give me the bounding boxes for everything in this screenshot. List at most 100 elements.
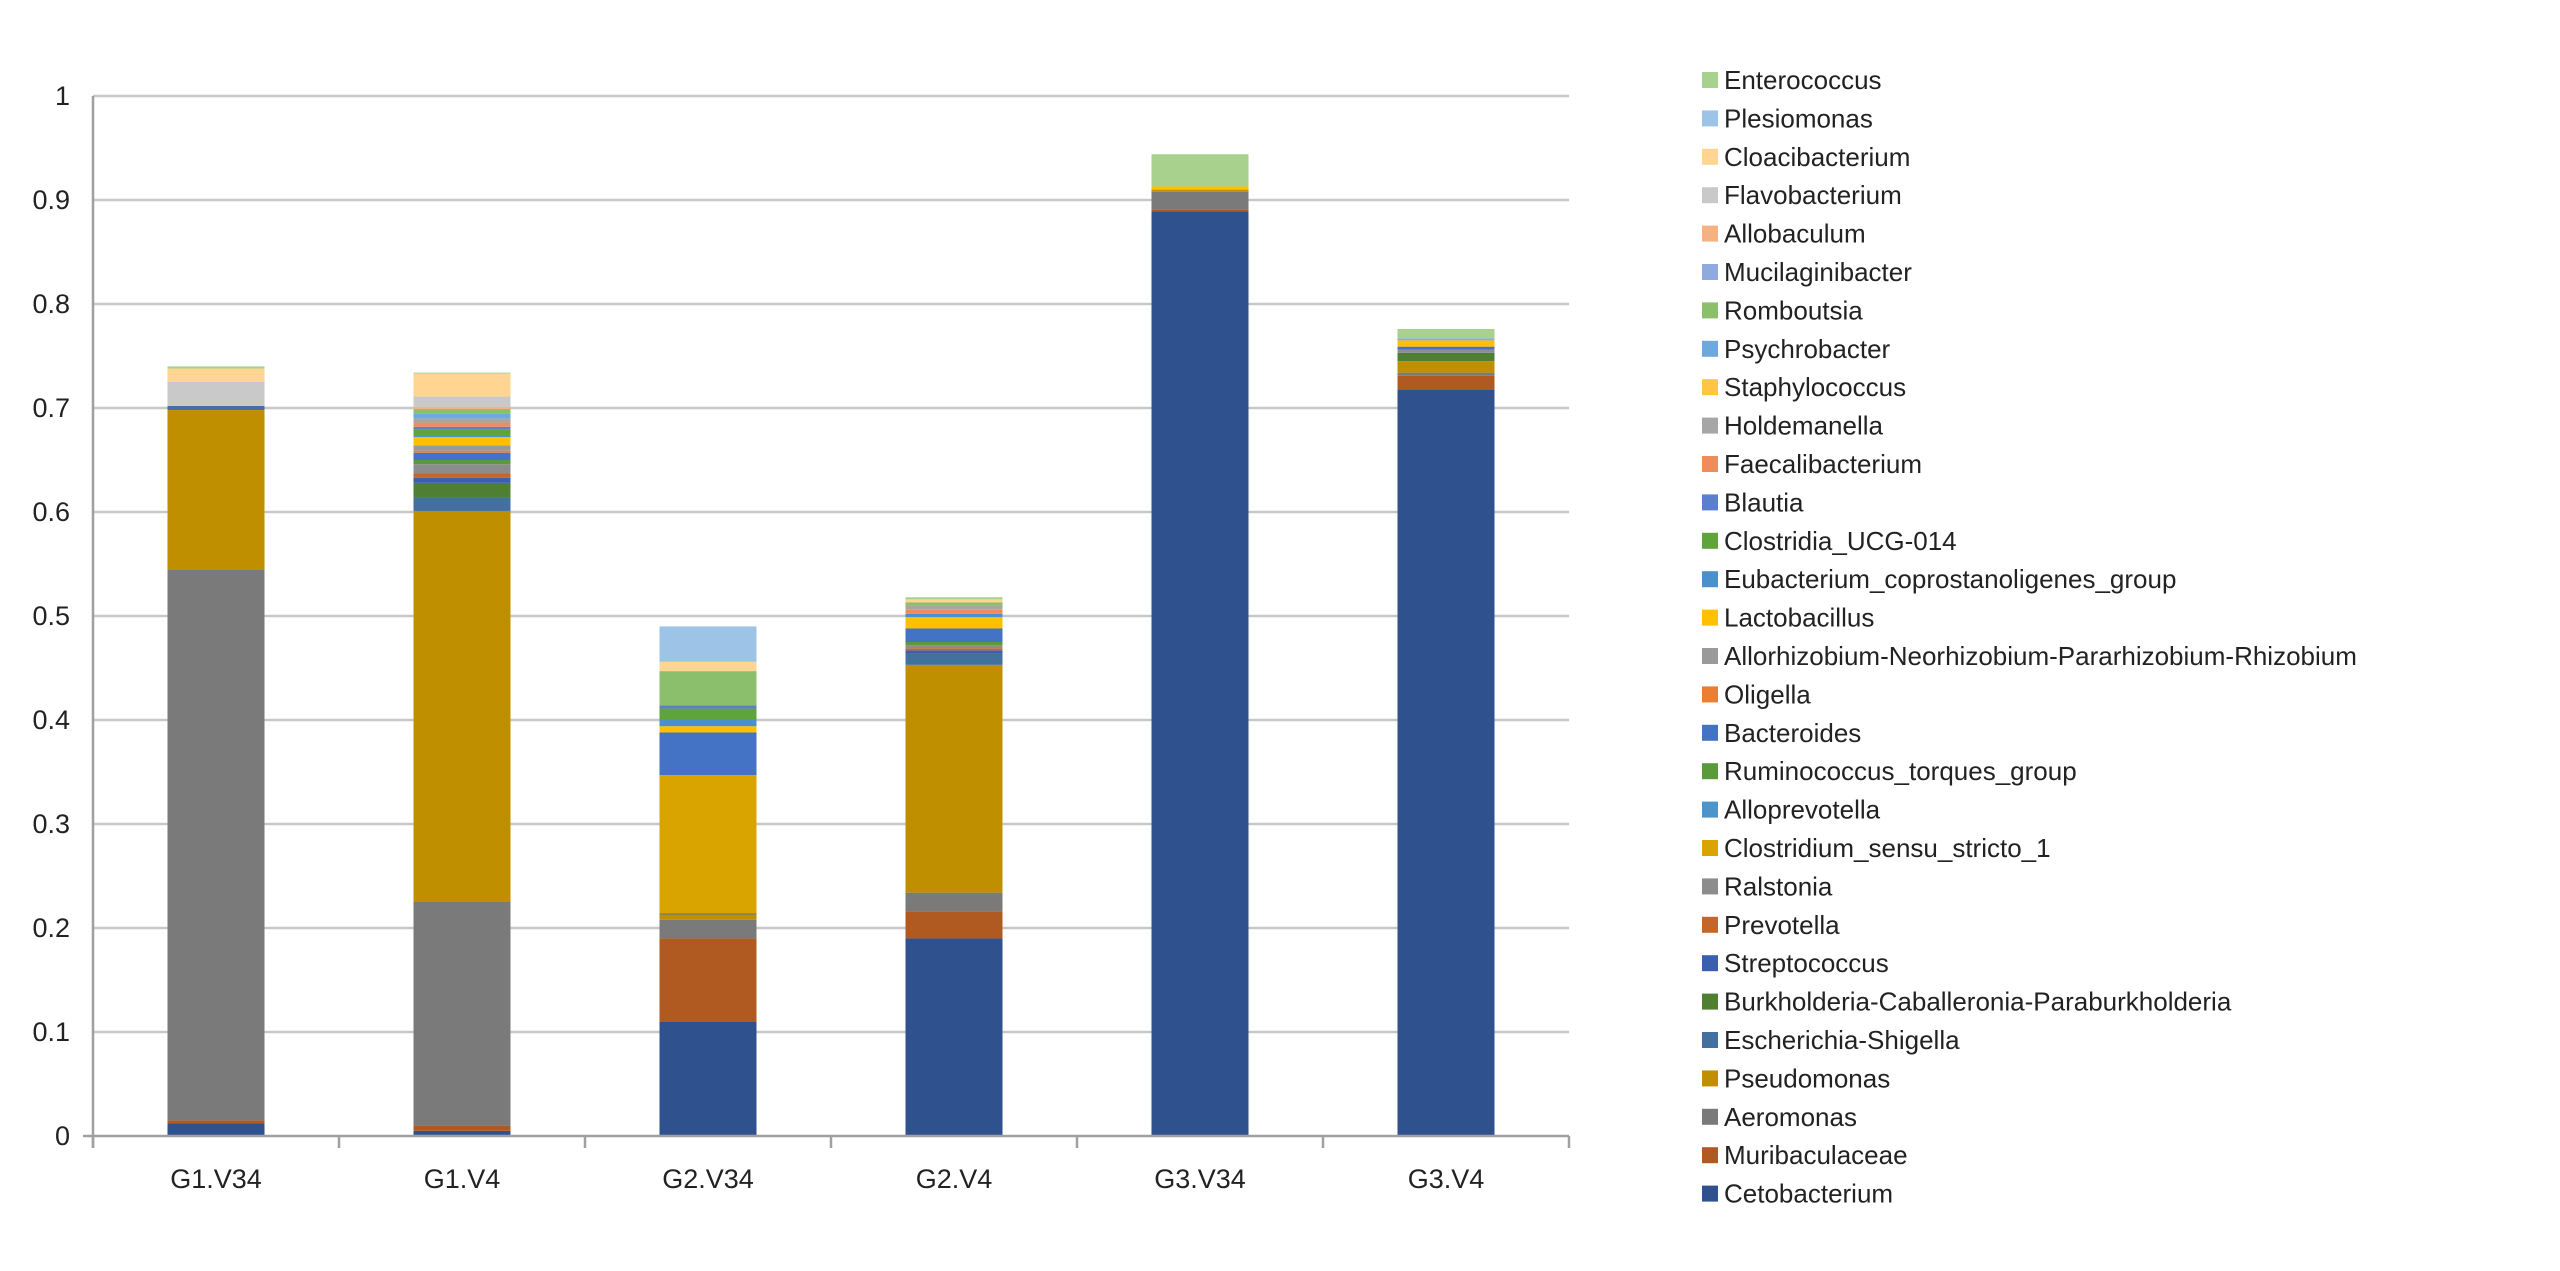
legend-swatch xyxy=(1702,1108,1718,1125)
legend-label: Allorhizobium-Neorhizobium-Pararhizobium… xyxy=(1724,641,2357,671)
bar-segment-muribaculaceae-g3-v4 xyxy=(1397,375,1495,390)
bar-segment-clostridium-sensu-stricto-1-g2-v34 xyxy=(659,775,757,914)
legend-label: Blautia xyxy=(1724,487,1804,517)
legend-swatch xyxy=(1702,840,1718,856)
bar-segment-plesiomonas-g2-v34 xyxy=(659,626,757,662)
legend-label: Bacteroides xyxy=(1724,718,1861,748)
legend-swatch xyxy=(1702,724,1718,741)
legend: Enterococcus Plesiomonas Cloacibacterium Fl… xyxy=(1702,65,2357,1209)
bar-segment-holdemanella-g2-v4 xyxy=(905,605,1003,610)
bar-segment-cloacibacterium-g2-v34 xyxy=(659,661,757,672)
legend-label: Romboutsia xyxy=(1724,295,1863,325)
bar-segment-ralstonia-g3-v4 xyxy=(1397,349,1495,353)
bar-segment-allorhizobium-neorhizobium-pararhizobium-rhizobium-g1-v4 xyxy=(413,445,511,451)
bar-segment-eubacterium-coprostanoligenes-group-g2-v4 xyxy=(905,613,1003,618)
legend-item: Psychrobacter xyxy=(1702,334,1891,364)
legend-item: Pseudomonas xyxy=(1702,1063,1890,1093)
bar-segment-flavobacterium-g1-v4 xyxy=(413,396,511,407)
legend-item: Faecalibacterium xyxy=(1702,449,1922,479)
bar-segment-ralstonia-g1-v4 xyxy=(413,464,511,474)
bar-segment-muribaculaceae-g3-v34 xyxy=(1151,209,1249,212)
bar-segment-romboutsia-g2-v34 xyxy=(659,671,757,706)
legend-swatch xyxy=(1702,532,1718,549)
bar-segment-aeromonas-g3-v34 xyxy=(1151,191,1249,210)
bar-segment-muribaculaceae-g1-v4 xyxy=(413,1125,511,1131)
bar-segment-allobaculum-g1-v4 xyxy=(413,406,511,410)
legend-label: Allobaculum xyxy=(1724,219,1866,249)
legend-item: Mucilaginibacter xyxy=(1702,257,1912,287)
legend-item: Escherichia-Shigella xyxy=(1702,1025,1960,1055)
legend-label: Prevotella xyxy=(1724,910,1840,940)
bar-segment-lactobacillus-g3-v34 xyxy=(1151,186,1249,190)
bar-segment-prevotella-g1-v4 xyxy=(413,473,511,478)
bar-segment-ruminococcus-torques-group-g1-v4 xyxy=(413,460,511,465)
legend-item: Enterococcus xyxy=(1702,65,1882,95)
bar-segment-aeromonas-g3-v4 xyxy=(1397,372,1495,376)
bar-segment-prevotella-g2-v4 xyxy=(905,648,1003,651)
bar-segment-holdemanella-g1-v4 xyxy=(413,418,511,423)
legend-swatch xyxy=(1702,148,1718,165)
bar-segment-escherichia-shigella-g2-v34 xyxy=(659,913,757,915)
bar-segment-pseudomonas-g1-v34 xyxy=(167,410,265,570)
legend-swatch xyxy=(1702,801,1718,818)
legend-label: Faecalibacterium xyxy=(1724,449,1922,479)
y-tick-label: 0.2 xyxy=(32,913,70,943)
bar-segment-escherichia-shigella-g1-v34 xyxy=(167,405,265,411)
bar-segment-pseudomonas-g1-v4 xyxy=(413,510,511,902)
bar-segment-cetobacterium-g2-v4 xyxy=(905,938,1003,1136)
legend-swatch xyxy=(1702,686,1718,703)
bar-segment-eubacterium-coprostanoligenes-group-g2-v34 xyxy=(659,720,757,727)
bar-segment-lactobacillus-g3-v4 xyxy=(1397,340,1495,347)
bar-segment-muribaculaceae-g1-v34 xyxy=(167,1120,265,1124)
legend-item: Oligella xyxy=(1702,679,1811,709)
bar-segment-enterococcus-g2-v4 xyxy=(905,597,1003,600)
legend-swatch xyxy=(1702,110,1718,127)
legend-label: Burkholderia-Caballeronia-Paraburkholder… xyxy=(1724,987,2232,1017)
legend-item: Muribaculaceae xyxy=(1702,1140,1908,1170)
legend-label: Oligella xyxy=(1724,679,1811,709)
legend-label: Ralstonia xyxy=(1724,871,1833,901)
legend-swatch xyxy=(1702,340,1718,357)
bar-segment-eubacterium-coprostanoligenes-group-g1-v4 xyxy=(413,435,511,438)
legend-item: Allobaculum xyxy=(1702,219,1866,249)
bar-segment-cetobacterium-g3-v34 xyxy=(1151,211,1249,1136)
bar-segment-pseudomonas-g2-v34 xyxy=(659,914,757,920)
legend-swatch xyxy=(1702,302,1718,319)
axes: 0 0.1 0.2 0.3 0.4 0.5 0.6 0.7 0.8 0.9 1 G1.V34 G1.V4… xyxy=(32,81,1571,1194)
legend-item: Plesiomonas xyxy=(1702,103,1873,133)
legend-label: Alloprevotella xyxy=(1724,795,1881,825)
bar-segment-streptococcus-g1-v4 xyxy=(413,477,511,483)
bar-segment-blautia-g2-v34 xyxy=(659,705,757,709)
legend-label: Cetobacterium xyxy=(1724,1179,1893,1209)
legend-swatch xyxy=(1702,379,1718,396)
bar-segment-enterococcus-g1-v4 xyxy=(413,372,511,374)
y-tick-label: 0.5 xyxy=(32,601,70,631)
legend-item: Burkholderia-Caballeronia-Paraburkholder… xyxy=(1702,987,2232,1017)
legend-item: Flavobacterium xyxy=(1702,180,1902,210)
legend-item: Prevotella xyxy=(1702,910,1840,940)
legend-item: Ruminococcus_torques_group xyxy=(1702,756,2077,786)
bar-segment-aeromonas-g1-v4 xyxy=(413,902,511,1126)
legend-swatch xyxy=(1702,916,1718,933)
legend-item: Streptococcus xyxy=(1702,948,1889,978)
bar-segment-blautia-g1-v4 xyxy=(413,426,511,430)
legend-item: Clostridium_sensu_stricto_1 xyxy=(1702,833,2051,863)
legend-item: Clostridia_UCG-014 xyxy=(1702,526,1957,556)
y-tick-label: 0.1 xyxy=(32,1017,70,1047)
legend-swatch xyxy=(1702,1147,1718,1164)
legend-item: Ralstonia xyxy=(1702,871,1833,901)
y-tick-label: 0.3 xyxy=(32,809,70,839)
legend-swatch xyxy=(1702,763,1718,780)
legend-item: Romboutsia xyxy=(1702,295,1863,325)
legend-swatch xyxy=(1702,609,1718,626)
bar-segment-lactobacillus-g2-v4 xyxy=(905,617,1003,629)
legend-label: Mucilaginibacter xyxy=(1724,257,1912,287)
bar-segment-bacteroides-g3-v4 xyxy=(1397,346,1495,350)
legend-label: Lactobacillus xyxy=(1724,603,1874,633)
y-tick-label: 0 xyxy=(55,1121,70,1151)
bar-segment-flavobacterium-g1-v34 xyxy=(167,382,265,406)
bar-segment-faecalibacterium-g2-v4 xyxy=(905,609,1003,614)
gridlines xyxy=(93,94,1569,1034)
bar-segment-pseudomonas-g2-v4 xyxy=(905,664,1003,893)
legend-label: Streptococcus xyxy=(1724,948,1889,978)
